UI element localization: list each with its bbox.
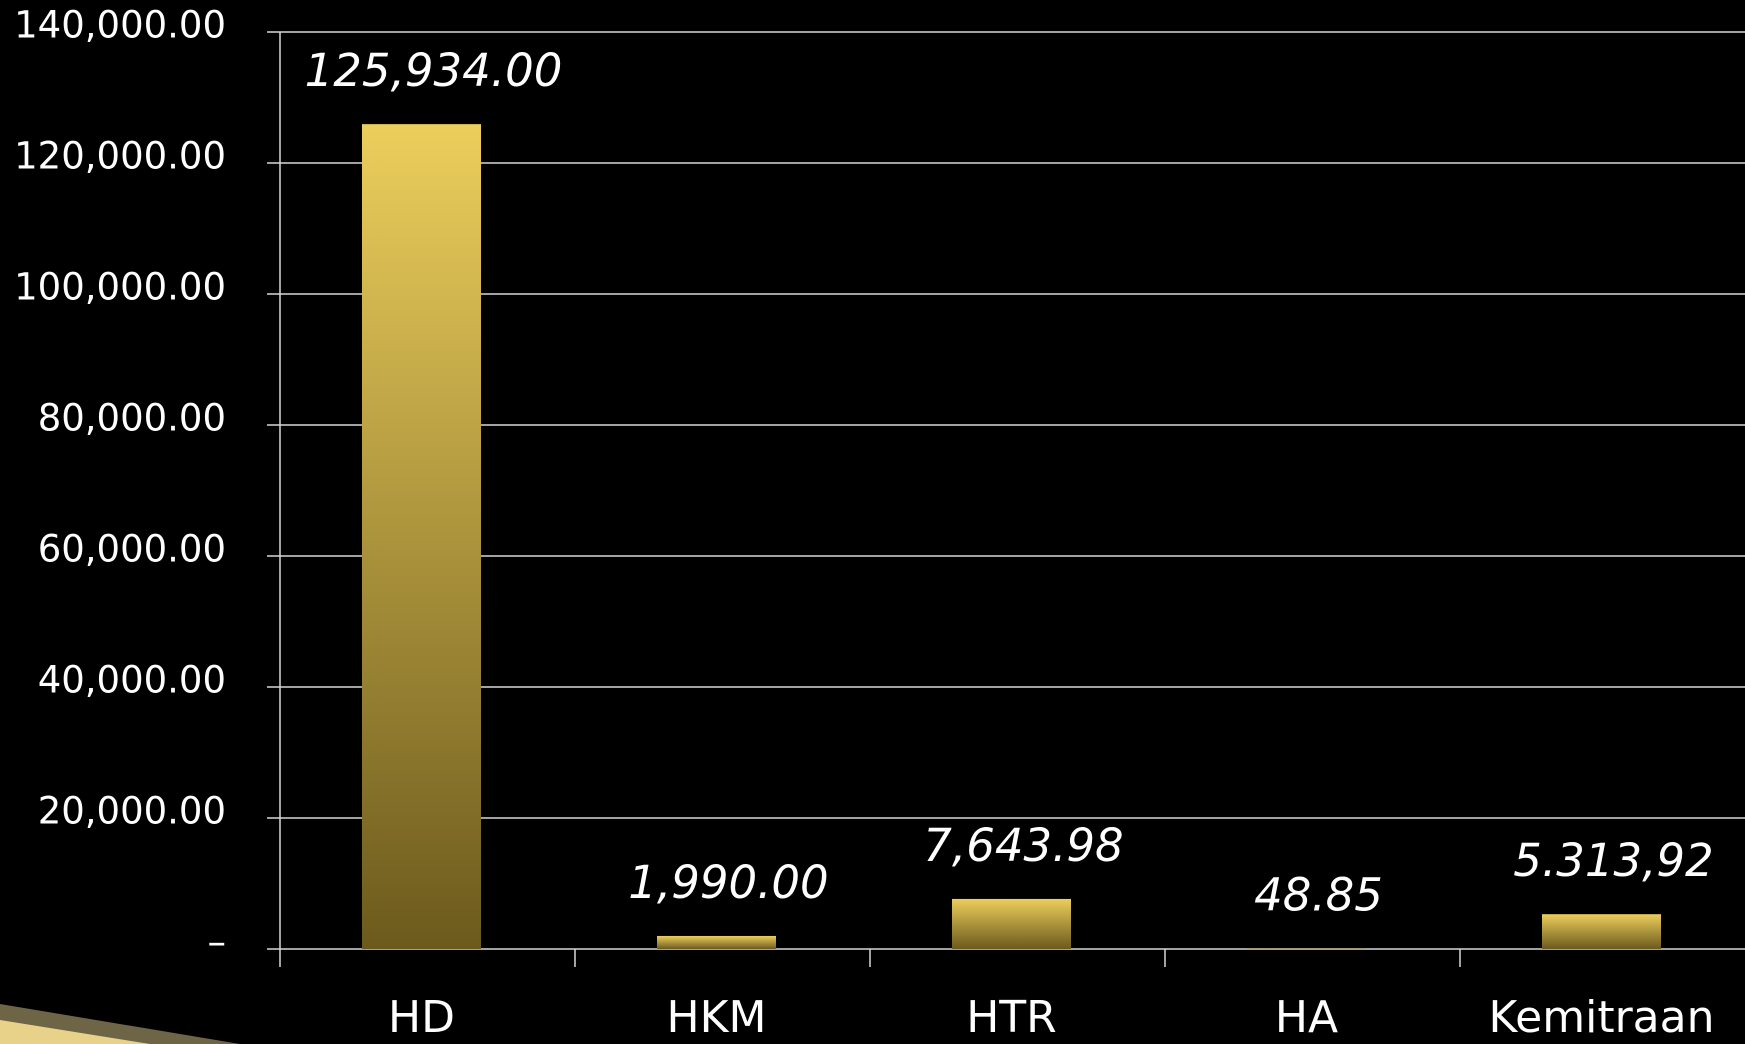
value-label: 5.313,92 [1513,834,1713,887]
x-tick-label: HKM [667,992,767,1043]
y-tick-label: – [208,921,227,964]
y-tick-label: 80,000.00 [38,397,226,440]
value-label: 125,934.00 [305,44,563,97]
y-tick-label: 140,000.00 [14,4,226,47]
bar [1542,914,1661,949]
decoration [0,1020,150,1044]
x-tick-label: Kemitraan [1489,992,1715,1043]
y-tick-label: 40,000.00 [38,659,226,702]
bar [362,124,481,949]
value-label: 7,643.98 [923,819,1123,872]
value-label: 48.85 [1254,869,1383,922]
x-tick-label: HA [1275,992,1338,1043]
x-tick-label: HTR [966,992,1057,1043]
bar [657,935,776,949]
bar [952,898,1071,949]
x-tick-label: HD [388,992,455,1043]
y-tick-label: 100,000.00 [14,266,226,309]
y-tick-label: 60,000.00 [38,528,226,571]
value-label: 1,990.00 [628,856,828,909]
y-tick-label: 20,000.00 [38,790,226,833]
y-tick-label: 120,000.00 [14,135,226,178]
